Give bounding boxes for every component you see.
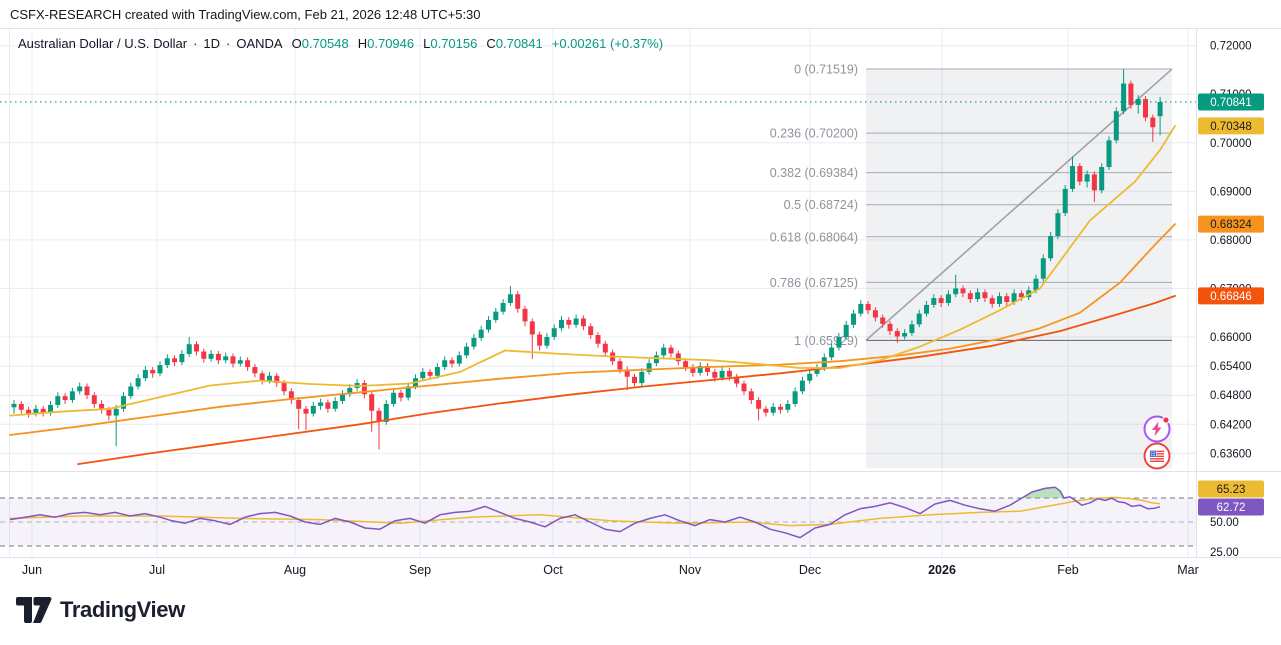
- ohlc-close: C0.70841: [486, 36, 542, 51]
- ohlc-open: O0.70548: [292, 36, 349, 51]
- price-axis-label: 0.70000: [1210, 138, 1252, 150]
- fib-level-label: 1 (0.65929): [794, 334, 858, 348]
- exchange-label[interactable]: OANDA: [236, 36, 283, 51]
- time-axis-label: Nov: [679, 563, 702, 577]
- tradingview-logo-icon: [16, 597, 52, 623]
- economic-event-icon[interactable]: [1143, 415, 1171, 443]
- fib-shaded-box: [866, 69, 1172, 469]
- price-axis-label: 0.66000: [1210, 332, 1252, 344]
- price-axis-label: 0.72000: [1210, 41, 1252, 53]
- sma-fast-line[interactable]: [9, 125, 1176, 417]
- tradingview-logo-text: TradingView: [60, 597, 185, 622]
- price-badge-value: 0.70841: [1210, 97, 1252, 109]
- fib-level-label: 0 (0.71519): [794, 63, 858, 77]
- high-letter: H: [357, 36, 368, 51]
- rsi-signal-line[interactable]: [9, 496, 1161, 527]
- time-axis-label: Feb: [1057, 563, 1079, 577]
- attribution-text: CSFX-RESEARCH created with TradingView.c…: [10, 7, 481, 22]
- close-value: 0.70841: [495, 36, 543, 51]
- open-value: 0.70548: [301, 36, 349, 51]
- ohlc-high: H0.70946: [358, 36, 414, 51]
- interval-label[interactable]: 1D: [203, 36, 221, 51]
- rsi-overbought-fill: [1022, 487, 1064, 498]
- symbol-legend[interactable]: Australian Dollar / U.S. Dollar · 1D · O…: [18, 36, 663, 51]
- price-badge: [1198, 93, 1264, 111]
- time-axis-label: Oct: [543, 563, 563, 577]
- legend-separator: ·: [193, 36, 198, 51]
- time-axis-label: Dec: [799, 563, 821, 577]
- low-letter: L: [423, 36, 431, 51]
- price-badge: [1198, 215, 1264, 233]
- time-axis-label: Mar: [1177, 563, 1199, 577]
- price-axis-label: 0.64800: [1210, 390, 1252, 402]
- open-letter: O: [291, 36, 302, 51]
- sma-slow-line[interactable]: [77, 295, 1176, 465]
- fib-level-label: 0.236 (0.70200): [770, 127, 858, 141]
- fib-level-label: 0.618 (0.68064): [770, 230, 858, 244]
- notification-dot: [1162, 416, 1170, 424]
- price-badge: [1198, 480, 1264, 498]
- low-value: 0.70156: [430, 36, 478, 51]
- fib-level-label: 0.382 (0.69384): [770, 166, 858, 180]
- gridlines: [0, 28, 1196, 558]
- price-axis-label: 0.65400: [1210, 361, 1252, 373]
- fib-trend-line[interactable]: [865, 68, 1173, 341]
- ohlc-low: L0.70156: [423, 36, 477, 51]
- time-axis[interactable]: Jun Jul Aug Sep Oct Nov Dec 2026 Feb Mar: [22, 563, 1199, 577]
- price-axis[interactable]: 0.720000.710000.700000.690000.680000.670…: [1198, 41, 1264, 559]
- fib-level-label: 0.786 (0.67125): [770, 276, 858, 290]
- price-badge-value: 0.66846: [1210, 291, 1252, 303]
- price-badge-value: 62.72: [1217, 502, 1246, 514]
- time-axis-label: 2026: [928, 563, 956, 577]
- rsi-axis-label: 25.00: [1210, 547, 1239, 559]
- fib-retracement[interactable]: 0 (0.71519) 0.236 (0.70200) 0.382 (0.69384…: [770, 63, 1173, 469]
- rsi-line[interactable]: [9, 486, 1161, 539]
- price-badge: [1198, 498, 1264, 516]
- symbol-title[interactable]: Australian Dollar / U.S. Dollar: [18, 36, 188, 51]
- high-value: 0.70946: [367, 36, 415, 51]
- price-axis-label: 0.64200: [1210, 419, 1252, 431]
- lightning-bolt-glyph: [1152, 421, 1162, 437]
- price-badge: [1198, 287, 1264, 305]
- time-axis-label: Sep: [409, 563, 431, 577]
- price-axis-label: 0.63600: [1210, 448, 1252, 460]
- time-axis-label: Jun: [22, 563, 42, 577]
- legend-separator: ·: [226, 36, 231, 51]
- price-badge-value: 0.68324: [1210, 219, 1252, 231]
- rsi-axis-label: 50.00: [1210, 517, 1239, 529]
- us-flag-glyph: [1149, 450, 1165, 462]
- time-axis-label: Aug: [284, 563, 306, 577]
- change-value: +0.00261 (+0.37%): [551, 36, 664, 51]
- price-axis-label: 0.69000: [1210, 186, 1252, 198]
- price-badge-value: 0.70348: [1210, 121, 1252, 133]
- pane-separators: [0, 28, 1281, 558]
- candlestick-series[interactable]: [11, 68, 1163, 450]
- price-badge-value: 65.23: [1217, 484, 1246, 496]
- rsi-pane[interactable]: [0, 486, 1196, 547]
- price-badge: [1198, 117, 1264, 135]
- time-axis-label: Jul: [149, 563, 165, 577]
- fib-level-label: 0.5 (0.68724): [784, 198, 858, 212]
- close-letter: C: [486, 36, 496, 51]
- us-flag-event-icon[interactable]: [1143, 442, 1171, 470]
- price-axis-label: 0.68000: [1210, 235, 1252, 247]
- sma-mid-line[interactable]: [9, 223, 1176, 436]
- tradingview-logo[interactable]: TradingView: [16, 597, 185, 623]
